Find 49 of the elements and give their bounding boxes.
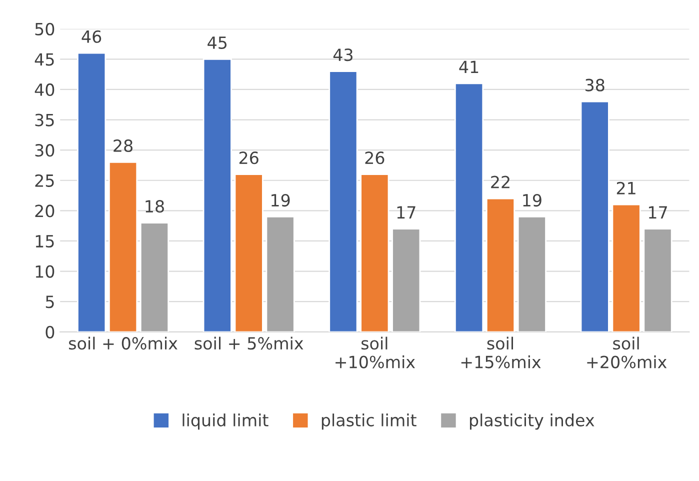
legend-label: plastic limit bbox=[322, 414, 416, 430]
y-tick-label: 30 bbox=[35, 144, 54, 157]
bar bbox=[202, 58, 232, 332]
bar bbox=[643, 228, 672, 332]
bar bbox=[486, 198, 516, 332]
data-label: 26 bbox=[365, 152, 384, 164]
bar bbox=[140, 222, 170, 332]
x-tick-label: soil +10%mix bbox=[336, 336, 415, 368]
data-label: 17 bbox=[397, 206, 416, 218]
x-tick-label: soil +20%mix bbox=[587, 336, 667, 368]
bar bbox=[360, 174, 390, 332]
y-tick-label: 45 bbox=[34, 53, 54, 66]
bar bbox=[77, 52, 106, 332]
bar bbox=[517, 216, 546, 332]
bar bbox=[234, 174, 264, 332]
y-tick-label: 50 bbox=[35, 22, 54, 36]
bar bbox=[392, 228, 421, 332]
data-label: 19 bbox=[523, 194, 542, 207]
x-tick-label: soil + 0%mix bbox=[68, 336, 178, 350]
data-label: 22 bbox=[491, 176, 510, 188]
y-tick-label: 40 bbox=[34, 83, 54, 96]
y-tick-label: 20 bbox=[35, 204, 54, 218]
data-label: 38 bbox=[586, 78, 604, 92]
legend-label: liquid limit bbox=[182, 414, 268, 430]
y-tick-label: 0 bbox=[46, 326, 54, 338]
data-label: 26 bbox=[239, 152, 258, 164]
bar bbox=[266, 216, 295, 332]
bar bbox=[454, 82, 484, 332]
data-label: 45 bbox=[208, 36, 227, 49]
bar bbox=[612, 204, 641, 332]
y-tick-label: 15 bbox=[36, 235, 54, 248]
data-label: 21 bbox=[616, 182, 636, 194]
bar bbox=[108, 162, 138, 332]
data-label: 43 bbox=[333, 48, 352, 62]
data-label: 18 bbox=[146, 200, 164, 213]
x-tick-label: soil + 5%mix bbox=[194, 336, 304, 350]
data-label: 28 bbox=[114, 139, 132, 152]
y-tick-label: 25 bbox=[35, 174, 54, 187]
data-label: 46 bbox=[82, 30, 102, 43]
legend-label: plasticity index bbox=[470, 414, 594, 430]
bar bbox=[328, 70, 358, 332]
x-tick-label: soil +15%mix bbox=[461, 336, 541, 368]
data-label: 41 bbox=[459, 60, 478, 73]
y-tick-label: 35 bbox=[35, 114, 54, 126]
bar bbox=[580, 100, 610, 332]
data-label: 17 bbox=[648, 206, 667, 218]
y-tick-label: 10 bbox=[36, 265, 54, 278]
y-tick-label: 5 bbox=[46, 296, 54, 308]
data-label: 19 bbox=[272, 194, 290, 207]
